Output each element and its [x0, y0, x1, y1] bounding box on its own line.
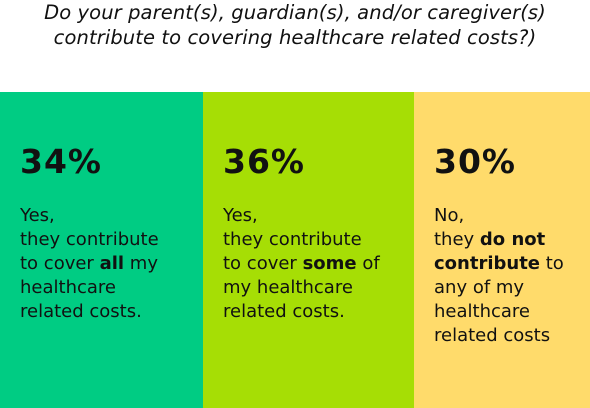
description-line: to cover some of	[223, 253, 380, 274]
panel-some: 36% Yes, they contribute to cover some o…	[203, 92, 414, 408]
description-line: No,	[434, 205, 465, 226]
description-line: they do not	[434, 229, 546, 250]
response-panels: 34% Yes, they contribute to cover all my…	[0, 92, 590, 408]
description-line: related costs.	[20, 301, 142, 322]
percent-value-some: 36%	[223, 142, 305, 181]
description-some: Yes, they contribute to cover some of my…	[223, 204, 414, 324]
description-line: to cover all my	[20, 253, 158, 274]
percent-value-all: 34%	[20, 142, 102, 181]
description-line: healthcare	[20, 277, 116, 298]
description-line: any of my	[434, 277, 525, 298]
description-line: Yes,	[223, 205, 258, 226]
chart-title: Do your parent(s), guardian(s), and/or c…	[0, 0, 590, 50]
description-line: healthcare	[434, 301, 530, 322]
description-line: related costs	[434, 325, 551, 346]
panel-none: 30% No, they do not contribute to any of…	[414, 92, 590, 408]
description-none: No, they do not contribute to any of my …	[434, 204, 590, 348]
description-all: Yes, they contribute to cover all my hea…	[20, 204, 203, 324]
panel-all: 34% Yes, they contribute to cover all my…	[0, 92, 203, 408]
percent-value-none: 30%	[434, 142, 516, 181]
description-line: they contribute	[20, 229, 159, 250]
chart-title-line-1: Do your parent(s), guardian(s), and/or c…	[44, 1, 546, 24]
description-line: my healthcare	[223, 277, 353, 298]
chart-title-line-2: contribute to covering healthcare relate…	[53, 26, 537, 49]
description-line: contribute to	[434, 253, 564, 274]
description-line: they contribute	[223, 229, 362, 250]
description-line: related costs.	[223, 301, 345, 322]
description-line: Yes,	[20, 205, 55, 226]
